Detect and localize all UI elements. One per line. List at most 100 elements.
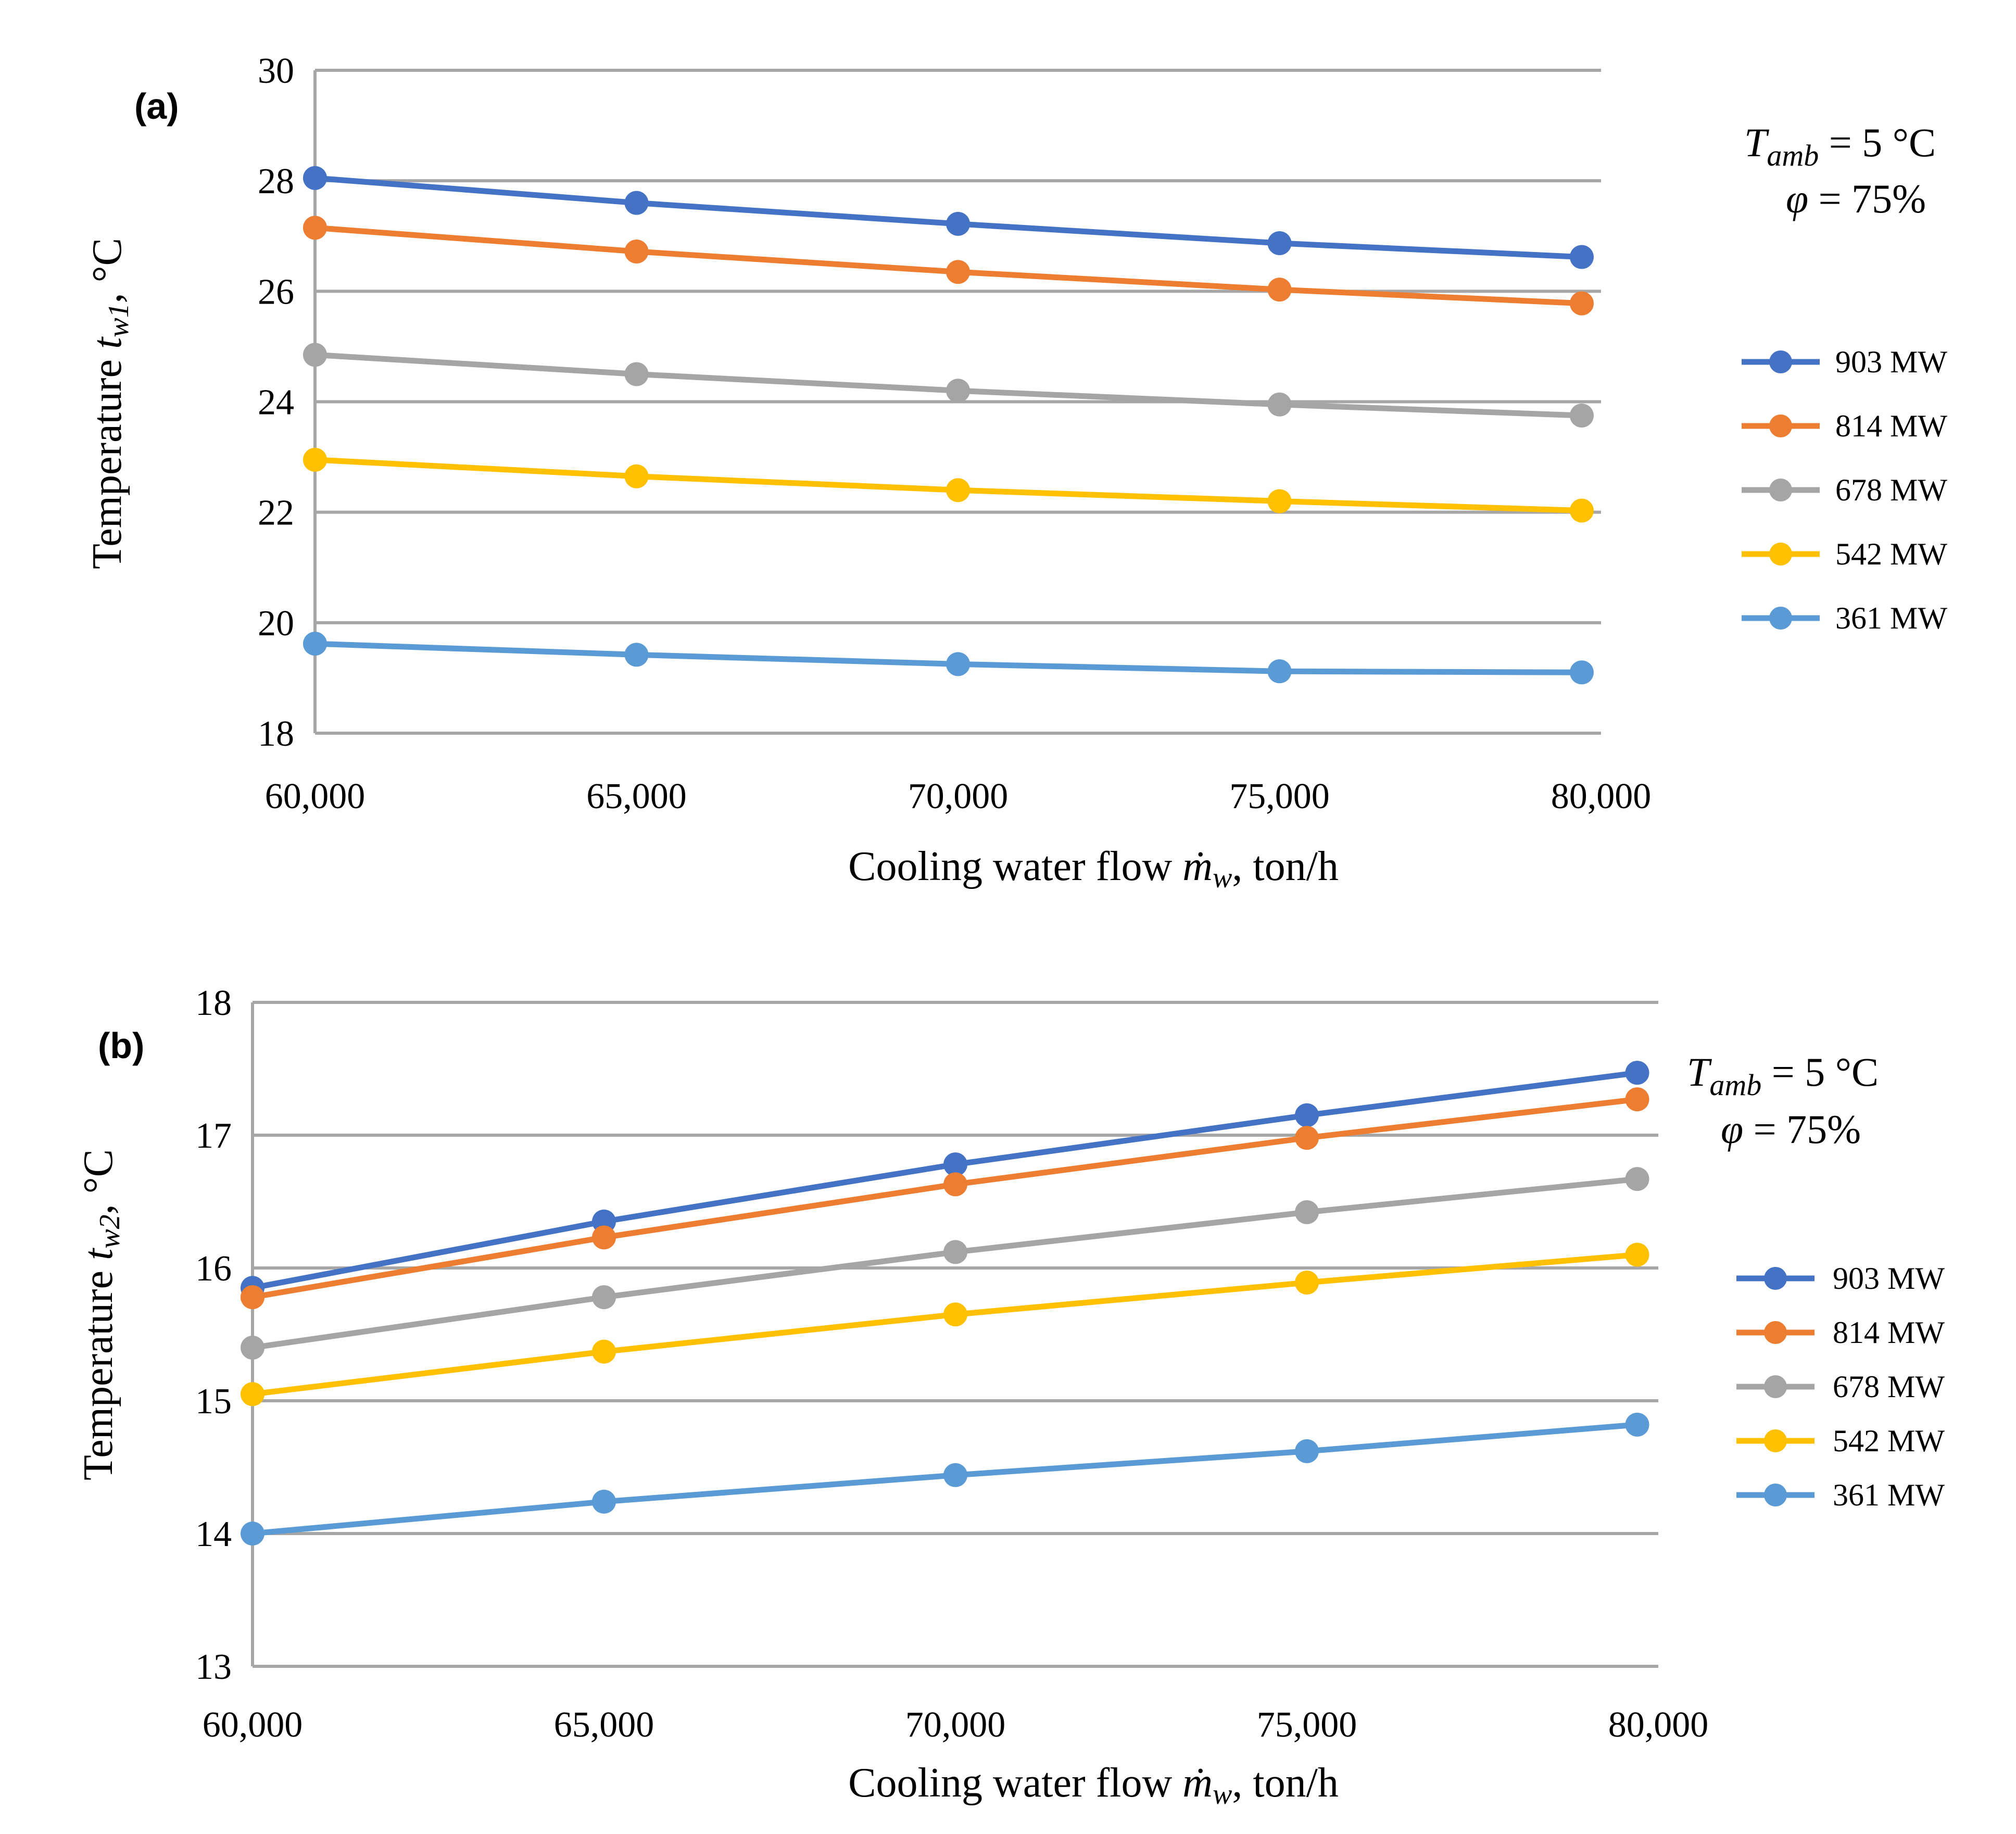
ambient-temperature-label-a: Tamb = 5 °C: [1744, 120, 1936, 172]
legend-marker: [1769, 350, 1792, 373]
grid-lines-b: [253, 1001, 1658, 1668]
chart-panel-b: 13 14 15 16 17 18 60,000 65,000 70,000 75,000 80,…: [75, 983, 1945, 1811]
x-tick-label: 80,000: [1551, 776, 1652, 816]
data-point: [943, 1463, 967, 1487]
legend-marker: [1769, 414, 1792, 437]
x-tick-label: 65,000: [554, 1705, 654, 1745]
data-point: [592, 1489, 616, 1514]
y-tick-labels-b: 13 14 15 16 17 18: [195, 983, 232, 1687]
x-tick-labels-a: 60,000 65,000 70,000 75,000 80,000: [265, 776, 1652, 816]
data-point: [1569, 498, 1594, 523]
y-tick-label: 15: [195, 1381, 232, 1422]
data-point: [943, 1172, 967, 1197]
legend-a: 903 MW 814 MW 678 MW 542 MW 361 MW: [1742, 345, 1947, 635]
data-point: [946, 379, 970, 403]
y-tick-label: 22: [258, 493, 294, 533]
data-point: [303, 447, 327, 472]
y-tick-label: 30: [258, 51, 294, 91]
x-tick-label: 70,000: [905, 1705, 1006, 1745]
panel-label-a: (a): [134, 86, 179, 127]
legend-marker: [1769, 479, 1792, 501]
y-tick-label: 14: [195, 1514, 232, 1554]
data-point: [1569, 291, 1594, 316]
legend-b: 903 MW 814 MW 678 MW 542 MW 361 MW: [1736, 1261, 1945, 1512]
x-tick-label: 60,000: [203, 1705, 303, 1745]
data-point: [1625, 1167, 1649, 1191]
panel-label-b: (b): [98, 1025, 144, 1066]
data-point: [946, 211, 970, 236]
y-tick-label: 13: [195, 1647, 232, 1687]
data-point: [943, 1302, 967, 1327]
data-point: [624, 464, 649, 488]
legend-marker: [1769, 543, 1792, 566]
data-point: [624, 643, 649, 667]
data-point: [1267, 392, 1292, 417]
conditions-box-a: Tamb = 5 °C φ = 75%: [1744, 120, 1936, 221]
data-point: [624, 239, 649, 263]
data-point: [592, 1285, 616, 1310]
data-point: [303, 216, 327, 240]
data-point: [303, 343, 327, 367]
legend-marker: [1764, 1267, 1787, 1290]
data-point: [943, 1240, 967, 1264]
chart-panel-a: 18 20 22 24 26 28 30 60,000 65,000 70,000 75,000 8…: [84, 51, 1947, 894]
x-tick-label: 75,000: [1257, 1705, 1357, 1745]
data-point: [946, 478, 970, 503]
data-point: [1267, 231, 1292, 256]
ambient-temperature-label-b: Tamb = 5 °C: [1687, 1049, 1879, 1102]
data-point: [241, 1382, 264, 1406]
legend-label: 903 MW: [1835, 345, 1947, 379]
x-axis-title-b: Cooling water flow ṁw, ton/h: [848, 1760, 1339, 1811]
data-point: [1625, 1242, 1649, 1267]
y-tick-label: 17: [195, 1116, 232, 1156]
legend-label: 361 MW: [1835, 601, 1947, 635]
legend-marker: [1764, 1375, 1787, 1398]
data-point: [1295, 1271, 1319, 1295]
data-point: [1569, 245, 1594, 269]
data-point: [943, 1152, 967, 1177]
x-axis-title-a: Cooling water flow ṁw, ton/h: [848, 844, 1339, 894]
series-group-b: [241, 1061, 1649, 1546]
data-point: [241, 1522, 264, 1546]
legend-label: 678 MW: [1833, 1370, 1945, 1404]
y-tick-label: 20: [258, 604, 294, 644]
x-tick-label: 60,000: [265, 776, 366, 816]
y-axis-title-a: Temperature tw1, °C: [84, 238, 135, 569]
y-tick-label: 28: [258, 161, 294, 202]
legend-label: 678 MW: [1835, 473, 1947, 507]
data-point: [1295, 1103, 1319, 1127]
legend-label: 903 MW: [1833, 1261, 1945, 1296]
humidity-label-b: φ = 75%: [1721, 1107, 1861, 1152]
legend-label: 542 MW: [1833, 1424, 1945, 1458]
legend-label: 542 MW: [1835, 537, 1947, 571]
data-point: [1625, 1412, 1649, 1437]
y-tick-label: 24: [258, 383, 294, 423]
legend-label: 814 MW: [1833, 1315, 1945, 1350]
legend-marker: [1764, 1484, 1787, 1506]
legend-marker: [1764, 1321, 1787, 1344]
y-axis-title-b: Temperature tw2, °C: [75, 1149, 126, 1480]
y-tick-label: 26: [258, 272, 294, 312]
data-point: [946, 260, 970, 284]
data-point: [592, 1225, 616, 1250]
y-tick-labels-a: 18 20 22 24 26 28 30: [258, 51, 294, 754]
y-tick-label: 16: [195, 1249, 232, 1289]
grid-lines-a: [315, 69, 1601, 735]
legend-marker: [1764, 1429, 1787, 1452]
data-point: [624, 191, 649, 215]
data-point: [592, 1339, 616, 1364]
x-tick-labels-b: 60,000 65,000 70,000 75,000 80,000: [203, 1705, 1709, 1745]
data-point: [303, 632, 327, 656]
humidity-label-a: φ = 75%: [1786, 176, 1926, 221]
data-point: [1267, 278, 1292, 302]
data-point: [241, 1285, 264, 1310]
data-point: [241, 1336, 264, 1360]
x-tick-label: 80,000: [1608, 1705, 1709, 1745]
y-tick-label: 18: [258, 714, 294, 754]
data-point: [946, 652, 970, 676]
y-tick-label: 18: [195, 983, 232, 1023]
data-point: [1295, 1439, 1319, 1463]
legend-label: 814 MW: [1835, 409, 1947, 443]
data-point: [1295, 1200, 1319, 1224]
